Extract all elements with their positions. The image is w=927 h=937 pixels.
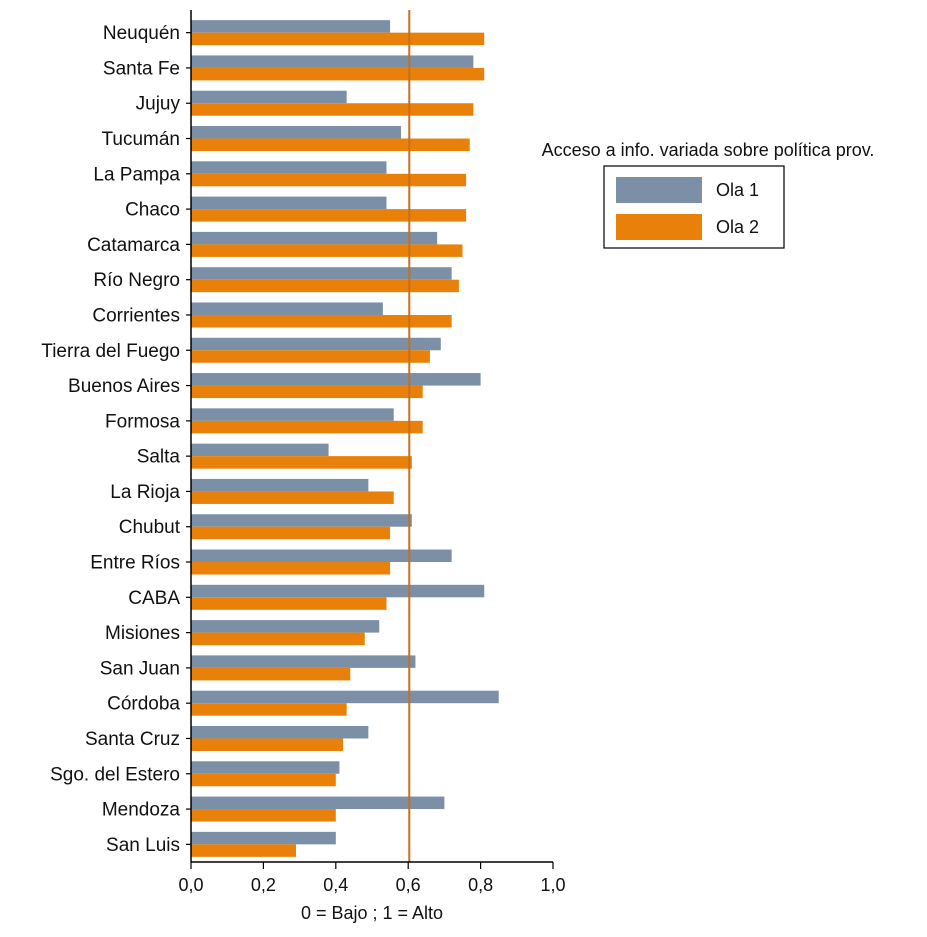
category-label: Misiones	[105, 623, 180, 644]
bar-ola1	[191, 267, 452, 280]
category-label: Jujuy	[136, 94, 181, 115]
category-label: Río Negro	[93, 270, 180, 291]
bar-ola2	[191, 350, 430, 363]
bar-ola1	[191, 408, 394, 421]
bar-ola2	[191, 103, 474, 116]
bar-ola2	[191, 456, 412, 469]
category-label: Mendoza	[102, 800, 181, 821]
x-tick-label: 0,0	[178, 875, 203, 895]
bar-ola1	[191, 231, 438, 245]
bar-ola1	[191, 478, 369, 492]
axes-layer	[186, 10, 553, 863]
bar-ola1	[191, 831, 336, 845]
x-tick-label: 0,2	[251, 875, 276, 895]
category-label: La Pampa	[93, 164, 180, 185]
bar-ola2	[191, 279, 459, 293]
bar-ola2	[191, 314, 452, 328]
bar-ola1	[191, 690, 499, 704]
category-label: Salta	[137, 447, 181, 468]
category-label: Santa Cruz	[85, 729, 180, 750]
bar-ola1	[191, 620, 380, 633]
category-label: Córdoba	[107, 694, 180, 715]
bar-ola1	[191, 302, 383, 315]
bar-ola1	[191, 20, 391, 33]
category-label: Entre Ríos	[90, 553, 180, 574]
category-label: San Luis	[106, 835, 180, 856]
legend-swatch	[616, 214, 702, 240]
bar-ola2	[191, 526, 391, 540]
category-label: Formosa	[105, 411, 180, 432]
bar-ola2	[191, 173, 467, 187]
bar-ola1	[191, 196, 387, 210]
category-label: Tucumán	[102, 129, 181, 150]
bar-ola2	[191, 32, 485, 46]
category-label: Catamarca	[87, 235, 180, 256]
bar-ola1	[191, 725, 369, 739]
bars-layer	[191, 20, 499, 857]
category-label: Neuquén	[103, 23, 180, 44]
bar-ola1	[191, 161, 387, 174]
legend: Acceso a info. variada sobre política pr…	[542, 140, 875, 249]
bar-ola2	[191, 209, 467, 222]
category-label: Tierra del Fuego	[41, 341, 180, 362]
x-axis-title: 0 = Bajo ; 1 = Alto	[301, 903, 443, 923]
bar-ola2	[191, 738, 344, 751]
category-label: Chubut	[119, 517, 181, 538]
bar-ola1	[191, 549, 452, 563]
category-label: Corrientes	[92, 305, 180, 326]
x-ticks: 0,0 0,2 0,4 0,6 0,8 1,0	[178, 862, 566, 895]
x-tick-label: 0,8	[468, 875, 493, 895]
bar-ola2	[191, 632, 365, 646]
bar-ola2	[191, 809, 336, 822]
bar-ola2	[191, 597, 387, 610]
category-label: San Juan	[100, 658, 180, 679]
bar-ola2	[191, 385, 423, 399]
bar-ola1	[191, 337, 441, 351]
bar-ola2	[191, 491, 394, 504]
legend-label: Ola 2	[716, 217, 759, 237]
category-label: Sgo. del Estero	[50, 764, 180, 785]
bar-ola1	[191, 584, 485, 598]
legend-swatch	[616, 177, 702, 203]
x-tick-label: 0,4	[323, 875, 348, 895]
bar-ola1	[191, 126, 401, 139]
category-label: Chaco	[125, 200, 180, 221]
category-label: CABA	[128, 588, 180, 609]
bar-ola1	[191, 90, 347, 104]
bar-ola2	[191, 667, 351, 681]
bar-ola2	[191, 844, 296, 857]
legend-items: Ola 1 Ola 2	[616, 177, 759, 240]
bar-ola2	[191, 773, 336, 787]
x-tick-label: 1,0	[540, 875, 565, 895]
bar-ola1	[191, 761, 340, 774]
bar-ola1	[191, 55, 474, 68]
category-label: Buenos Aires	[68, 376, 180, 397]
bar-ola1	[191, 796, 445, 810]
bar-ola2	[191, 244, 463, 257]
x-tick-label: 0,6	[396, 875, 421, 895]
legend-title: Acceso a info. variada sobre política pr…	[542, 140, 875, 160]
bar-ola1	[191, 443, 329, 457]
category-labels: Neuquén Santa Fe Jujuy Tucumán La Pampa Chaco…	[41, 23, 180, 856]
bar-ola1	[191, 373, 481, 386]
bar-ola2	[191, 138, 470, 152]
category-label: Santa Fe	[103, 58, 180, 79]
bar-ola2	[191, 562, 391, 575]
bar-ola2	[191, 67, 485, 81]
legend-box	[603, 165, 785, 249]
category-label: La Rioja	[110, 482, 180, 503]
bar-ola1	[191, 655, 416, 668]
bar-ola2	[191, 420, 423, 434]
legend-label: Ola 1	[716, 180, 759, 200]
bar-ola1	[191, 514, 412, 527]
bar-ola2	[191, 703, 347, 716]
